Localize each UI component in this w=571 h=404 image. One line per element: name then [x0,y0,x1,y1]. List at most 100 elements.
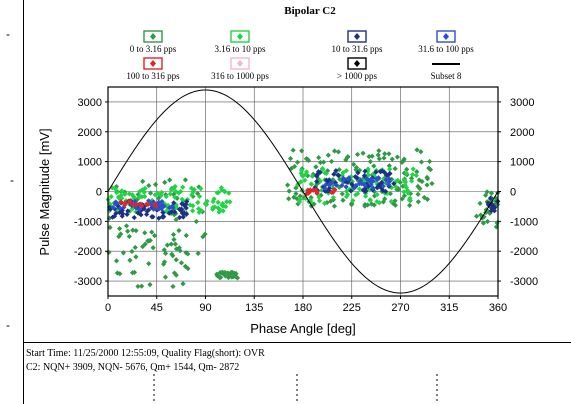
legend-marker [354,60,360,67]
scatter-point [329,179,335,186]
scatter-point [353,192,359,198]
scatter-point [473,213,480,219]
scatter-point [427,167,434,173]
scatter-point [176,214,183,221]
scatter-point [363,193,369,199]
scatter-point [183,211,189,217]
plot-panel-border [23,0,571,342]
scatter-point [293,191,299,197]
scatter-point [345,154,351,160]
scatter-point [330,189,336,196]
scatter-point [285,182,291,188]
scatter-point [140,243,146,250]
scatter-point [340,169,346,176]
info-start-time: Start Time: 11/25/2000 12:55:09, Quality… [26,348,265,359]
scatter-point [401,156,407,162]
scatter-point [297,193,303,199]
scatter-point [116,233,122,240]
scatter-point [296,199,303,205]
scatter-point [363,188,369,194]
scatter-point [133,254,139,260]
y-tick-label-right: 1000 [510,157,534,169]
scatter-point [343,184,349,190]
scatter-point [380,199,386,205]
scatter-point [400,183,406,189]
scatter-point [290,147,296,153]
scatter-point [429,180,435,187]
scatter-point [380,183,386,189]
scatter-point [147,237,153,244]
scatter-point [316,194,322,200]
legend: 0 to 3.16 pps 3.16 to 10 pps 10 to 31.6 pp… [126,30,474,81]
scatter-point [291,163,298,170]
x-axis-label: Phase Angle [deg] [250,321,356,336]
scatter-point [147,190,154,196]
scatter-point [379,168,385,174]
scatter-point [315,176,322,182]
scatter-point [234,275,241,281]
scatter-point [178,260,185,266]
scatter-point [117,271,123,277]
scatter-point [170,231,177,238]
scatter-point [365,183,371,189]
legend-label: 31.6 to 100 pps [418,44,474,54]
chart-svg: Bipolar C2 0 to 3.16 pps 3.16 to 10 pps 10… [37,5,538,336]
scatter-point [129,191,135,198]
scatter-point [122,191,128,197]
scatter-point [156,215,162,221]
scatter-point [410,166,416,172]
scatter-point [170,283,176,290]
scatter-point [478,212,484,218]
scatter-point [418,159,425,165]
chart-title: Bipolar C2 [284,5,336,17]
scatter-point [162,179,168,185]
scatter-point [298,179,304,185]
scatter-point [415,199,421,205]
scatter-point [130,227,136,233]
scatter-point [287,155,294,162]
scatter-point [131,214,137,221]
scatter-point [305,157,312,163]
y-tick-label: 2000 [78,127,102,139]
x-tick-label: 90 [199,302,211,314]
legend-label: 316 to 1000 pps [211,71,269,81]
scatter-point [193,218,199,225]
scatter-point [231,270,237,276]
scatter-point [378,179,385,186]
scatter-point [424,182,430,188]
scatter-point [389,156,395,162]
scatter-point [110,205,116,211]
scatter-point [119,188,125,194]
scatter-point [326,185,333,191]
scatter-point [380,187,386,194]
scatter-point [173,272,179,278]
scatter-point [212,204,218,210]
scatter-point [132,244,138,251]
scatter-point [350,198,356,204]
scatter-point [303,171,309,177]
scatter-point [388,198,394,205]
scatter-point [126,233,132,240]
scatter-point [395,187,402,193]
legend-marker [443,33,449,40]
scatter-point [168,187,174,193]
scatter-point [225,270,231,276]
scatter-point [149,229,155,235]
scatter-point [333,182,339,188]
scatter-point [418,149,424,155]
scatter-point [116,226,123,232]
scatter-point [350,161,357,167]
scatter-point [125,208,131,214]
scatter-point [370,185,376,191]
scatter-point [378,184,384,190]
scatter-point [317,178,323,184]
scatter-point [152,192,158,198]
scatter-point [387,171,393,177]
scatter-point [339,191,345,197]
scatter-point [166,210,172,216]
scatter-point [360,150,366,156]
scatter-point [335,172,341,178]
scatter-point [171,270,178,276]
scatter-point [204,198,210,204]
